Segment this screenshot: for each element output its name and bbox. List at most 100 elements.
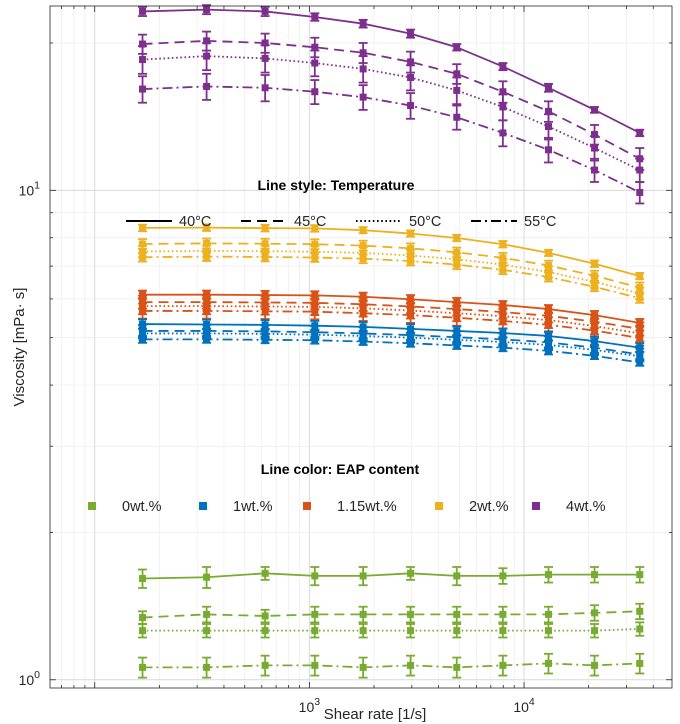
- data-point: [311, 331, 319, 339]
- data-point: [544, 249, 552, 257]
- series-line: [142, 55, 641, 171]
- series-line: [142, 572, 640, 580]
- data-point: [261, 54, 269, 62]
- legend-content-title: Line color: EAP content: [261, 461, 420, 477]
- data-point: [407, 339, 415, 347]
- data-point: [591, 144, 599, 152]
- data-point: [407, 102, 415, 110]
- series-0wt.%-40°C: [138, 566, 645, 589]
- series-line: [142, 39, 641, 160]
- data-point: [311, 627, 319, 635]
- data-point: [203, 627, 211, 635]
- data-point: [311, 336, 319, 344]
- data-point: [359, 49, 367, 57]
- data-point: [311, 254, 319, 262]
- data-point: [261, 39, 269, 47]
- data-point: [591, 627, 599, 635]
- data-point: [407, 58, 415, 66]
- data-point: [499, 240, 507, 248]
- data-point: [261, 569, 269, 577]
- data-point: [499, 254, 507, 262]
- data-point: [544, 107, 552, 115]
- data-point: [591, 352, 599, 360]
- series-line: [142, 628, 640, 632]
- legend-content-label: 1.15wt.%: [337, 499, 397, 515]
- data-point: [499, 627, 507, 635]
- data-point: [359, 309, 367, 317]
- data-point: [636, 659, 644, 667]
- legend-temperature: Line style: Temperature 40°C 45°C 50°C 55°C: [126, 177, 556, 230]
- series-4wt.%-40°C: [138, 4, 645, 138]
- series-line: [142, 301, 640, 330]
- data-point: [544, 146, 552, 154]
- data-point: [453, 314, 461, 322]
- data-point: [544, 610, 552, 618]
- data-point: [261, 627, 269, 635]
- data-point: [203, 247, 211, 255]
- data-point: [407, 251, 415, 259]
- axis-ticks: [50, 6, 672, 688]
- axes-box: [49, 5, 673, 689]
- data-point: [203, 291, 211, 299]
- legend-color-swatch: [435, 502, 443, 510]
- data-point: [407, 257, 415, 265]
- series-line: [142, 8, 641, 134]
- tick-labels: 103 104 100 101: [19, 179, 535, 715]
- data-point: [139, 253, 147, 261]
- data-point: [499, 661, 507, 669]
- data-point: [636, 188, 644, 196]
- series-1.15wt.%-55°C: [138, 302, 645, 347]
- data-point: [544, 627, 552, 635]
- data-point: [544, 341, 552, 349]
- data-point: [359, 663, 367, 671]
- data-point: [261, 661, 269, 669]
- series-line: [142, 610, 640, 619]
- series-2wt.%-40°C: [138, 223, 645, 281]
- data-point: [203, 610, 211, 618]
- data-point: [261, 224, 269, 232]
- series-0wt.%-50°C: [138, 621, 645, 639]
- legend-temperature-label: 45°C: [294, 214, 326, 230]
- series-4wt.%-55°C: [138, 72, 645, 205]
- data-point: [203, 329, 211, 337]
- legend-content-label: 0wt.%: [122, 499, 162, 515]
- data-point: [453, 341, 461, 349]
- data-point: [591, 166, 599, 174]
- data-point: [359, 65, 367, 73]
- y-tick-label: 100: [19, 669, 41, 688]
- legend-temperature-label: 55°C: [524, 214, 556, 230]
- data-point: [359, 255, 367, 263]
- legend-content-label: 4wt.%: [566, 499, 606, 515]
- series-0wt.%-55°C: [138, 652, 645, 679]
- data-point: [544, 273, 552, 281]
- data-point: [636, 166, 644, 174]
- data-point: [544, 571, 552, 579]
- data-point: [203, 253, 211, 261]
- data-point: [139, 335, 147, 343]
- data-point: [203, 224, 211, 232]
- legend-color-swatch: [88, 502, 96, 510]
- data-point: [203, 82, 211, 90]
- data-point: [591, 609, 599, 617]
- series-2wt.%-50°C: [138, 244, 645, 301]
- data-point: [261, 612, 269, 620]
- legend-color-swatch: [199, 502, 207, 510]
- data-point: [499, 610, 507, 618]
- data-point: [139, 575, 147, 583]
- data-point: [636, 129, 644, 137]
- data-point: [359, 242, 367, 250]
- data-point: [203, 37, 211, 45]
- data-point: [453, 113, 461, 121]
- data-point: [453, 572, 461, 580]
- series-1wt.%-50°C: [138, 327, 645, 362]
- series-line: [142, 662, 640, 669]
- data-point: [261, 240, 269, 248]
- legend-color-swatch: [303, 502, 311, 510]
- data-point: [636, 352, 644, 360]
- data-point: [203, 52, 211, 60]
- series-2wt.%-45°C: [138, 237, 645, 294]
- data-point: [359, 226, 367, 234]
- data-point: [203, 307, 211, 315]
- data-point: [139, 247, 147, 255]
- data-point: [591, 106, 599, 114]
